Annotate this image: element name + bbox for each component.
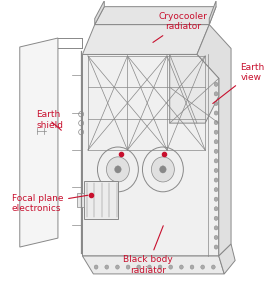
Circle shape <box>201 265 205 269</box>
Circle shape <box>214 101 218 106</box>
Polygon shape <box>219 244 235 274</box>
Circle shape <box>214 216 218 220</box>
Polygon shape <box>82 256 224 274</box>
Circle shape <box>214 82 218 86</box>
Polygon shape <box>95 7 216 25</box>
Circle shape <box>190 265 194 269</box>
Polygon shape <box>84 182 118 219</box>
Circle shape <box>105 265 109 269</box>
Text: Earth
view: Earth view <box>213 63 265 104</box>
Polygon shape <box>20 38 58 247</box>
Circle shape <box>169 265 173 269</box>
Circle shape <box>214 159 218 163</box>
Polygon shape <box>77 193 84 207</box>
Text: Cryocooler
radiator: Cryocooler radiator <box>153 12 208 42</box>
Circle shape <box>214 168 218 172</box>
Circle shape <box>214 207 218 211</box>
Circle shape <box>115 166 121 173</box>
Text: Focal plane
electronics: Focal plane electronics <box>12 194 88 214</box>
Circle shape <box>126 265 130 269</box>
Circle shape <box>214 226 218 230</box>
Circle shape <box>214 111 218 115</box>
Circle shape <box>214 197 218 201</box>
Text: Earth
shield: Earth shield <box>36 110 63 130</box>
Circle shape <box>98 147 138 192</box>
Circle shape <box>179 265 183 269</box>
Circle shape <box>137 265 141 269</box>
Circle shape <box>147 265 151 269</box>
Polygon shape <box>82 54 219 256</box>
Circle shape <box>107 157 129 182</box>
Text: Black body
radiator: Black body radiator <box>123 226 173 275</box>
Polygon shape <box>209 1 216 25</box>
Circle shape <box>152 157 174 182</box>
Circle shape <box>116 265 119 269</box>
Circle shape <box>158 265 162 269</box>
Circle shape <box>214 245 218 249</box>
Polygon shape <box>95 1 104 25</box>
Circle shape <box>214 178 218 182</box>
Circle shape <box>214 92 218 96</box>
Circle shape <box>214 149 218 153</box>
Circle shape <box>214 236 218 240</box>
Circle shape <box>160 166 166 173</box>
Polygon shape <box>197 25 231 256</box>
Circle shape <box>214 188 218 192</box>
Polygon shape <box>170 54 219 123</box>
Circle shape <box>94 265 98 269</box>
Polygon shape <box>82 25 209 54</box>
Circle shape <box>214 121 218 125</box>
Circle shape <box>214 130 218 134</box>
Circle shape <box>142 147 183 192</box>
Circle shape <box>212 265 215 269</box>
Circle shape <box>214 140 218 144</box>
